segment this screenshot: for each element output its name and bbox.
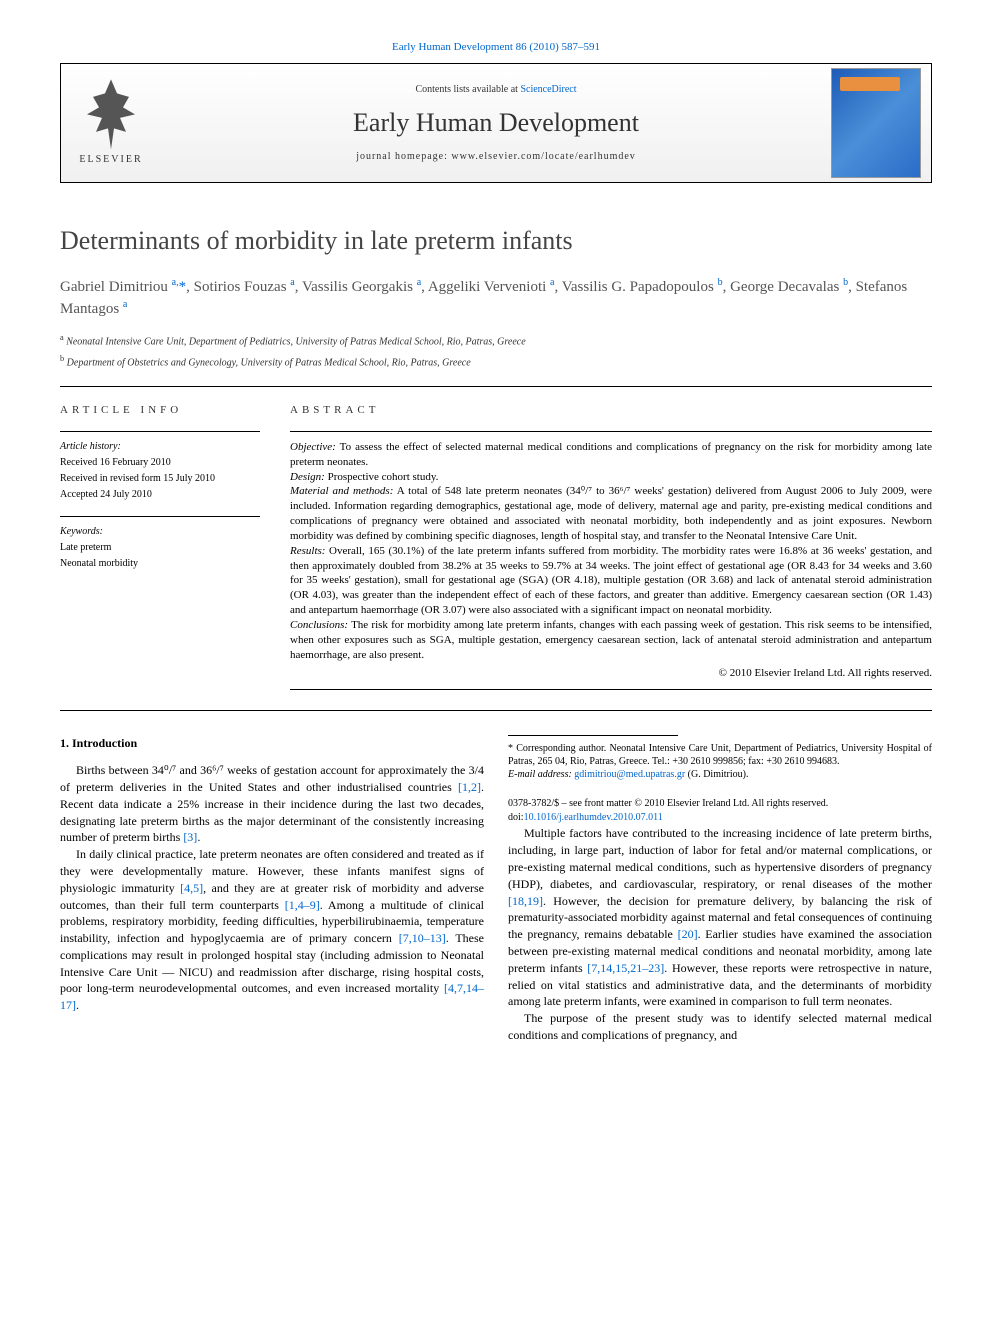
- ref-link-7-10-13[interactable]: [7,10–13]: [399, 931, 446, 945]
- intro-para-2: In daily clinical practice, late preterm…: [60, 846, 484, 1014]
- email-footnote: E-mail address: gdimitriou@med.upatras.g…: [508, 768, 932, 781]
- homepage-prefix: journal homepage:: [356, 151, 451, 162]
- conclusions-label: Conclusions:: [290, 619, 348, 631]
- elsevier-tree-icon: [81, 79, 141, 149]
- keywords-label: Keywords:: [60, 525, 260, 539]
- ref-link-1-2[interactable]: [1,2]: [458, 780, 481, 794]
- publisher-name: ELSEVIER: [79, 153, 142, 167]
- affiliation-a: a Neonatal Intensive Care Unit, Departme…: [60, 332, 932, 349]
- ref-link-7-14-15-21-23[interactable]: [7,14,15,21–23]: [587, 961, 664, 975]
- ref-link-18-19[interactable]: [18,19]: [508, 894, 543, 908]
- conclusions-text: The risk for morbidity among late preter…: [290, 619, 932, 661]
- ref-link-20[interactable]: [20]: [678, 927, 698, 941]
- footnote-separator: [508, 735, 678, 736]
- journal-header-box: ELSEVIER Contents lists available at Sci…: [60, 63, 932, 183]
- article-info-column: ARTICLE INFO Article history: Received 1…: [60, 403, 260, 690]
- results-label: Results:: [290, 545, 325, 557]
- separator-mid: [60, 710, 932, 711]
- info-sep-2: [60, 516, 260, 517]
- body-text: 1. Introduction Births between 34⁰/⁷ and…: [60, 735, 932, 1043]
- email-link[interactable]: gdimitriou@med.upatras.gr: [574, 769, 685, 780]
- journal-cover-thumbnail: [831, 68, 921, 178]
- design-text: Prospective cohort study.: [325, 471, 439, 483]
- info-sep: [60, 431, 260, 432]
- abstract-sep: [290, 431, 932, 432]
- objective-text: To assess the effect of selected materna…: [290, 441, 932, 468]
- article-title: Determinants of morbidity in late preter…: [60, 223, 932, 259]
- mm-label: Material and methods:: [290, 485, 393, 497]
- keyword-1: Late preterm: [60, 541, 260, 555]
- doi-prefix: doi:: [508, 812, 524, 823]
- journal-name: Early Human Development: [161, 105, 831, 141]
- ref-link-3[interactable]: [3]: [183, 830, 197, 844]
- objective-label: Objective:: [290, 441, 336, 453]
- abstract-body: Objective: To assess the effect of selec…: [290, 440, 932, 682]
- elsevier-logo: ELSEVIER: [61, 63, 161, 183]
- contents-available-line: Contents lists available at ScienceDirec…: [161, 83, 831, 97]
- homepage-url: www.elsevier.com/locate/earlhumdev: [451, 151, 635, 162]
- design-label: Design:: [290, 471, 325, 483]
- separator-top: [60, 386, 932, 387]
- history-label: Article history:: [60, 440, 260, 454]
- bottom-meta: 0378-3782/$ – see front matter © 2010 El…: [508, 797, 932, 825]
- intro-para-4: The purpose of the present study was to …: [508, 1010, 932, 1044]
- intro-para-1: Births between 34⁰/⁷ and 36⁶/⁷ weeks of …: [60, 762, 484, 846]
- copyright-line: © 2010 Elsevier Ireland Ltd. All rights …: [290, 666, 932, 681]
- journal-homepage-line: journal homepage: www.elsevier.com/locat…: [161, 150, 831, 164]
- issn-line: 0378-3782/$ – see front matter © 2010 El…: [508, 797, 932, 811]
- sciencedirect-link[interactable]: ScienceDirect: [520, 84, 576, 95]
- author-list: Gabriel Dimitriou a,*, Sotirios Fouzas a…: [60, 276, 932, 320]
- citation-header[interactable]: Early Human Development 86 (2010) 587–59…: [60, 40, 932, 55]
- keyword-2: Neonatal morbidity: [60, 557, 260, 571]
- section-1-heading: 1. Introduction: [60, 735, 484, 752]
- abstract-column: ABSTRACT Objective: To assess the effect…: [290, 403, 932, 690]
- received-date: Received 16 February 2010: [60, 456, 260, 470]
- abstract-heading: ABSTRACT: [290, 403, 932, 418]
- intro-para-3: Multiple factors have contributed to the…: [508, 825, 932, 1010]
- doi-link[interactable]: 10.1016/j.earlhumdev.2010.07.011: [524, 812, 663, 823]
- results-text: Overall, 165 (30.1%) of the late preterm…: [290, 545, 932, 616]
- corresponding-author-footnote: * Corresponding author. Neonatal Intensi…: [508, 742, 932, 768]
- ref-link-1-4-9[interactable]: [1,4–9]: [285, 898, 320, 912]
- contents-prefix: Contents lists available at: [415, 84, 520, 95]
- abstract-sep-bottom: [290, 689, 932, 690]
- affiliation-b: b Department of Obstetrics and Gynecolog…: [60, 353, 932, 370]
- ref-link-4-5[interactable]: [4,5]: [180, 881, 203, 895]
- header-center: Contents lists available at ScienceDirec…: [161, 83, 831, 163]
- article-info-heading: ARTICLE INFO: [60, 403, 260, 418]
- accepted-date: Accepted 24 July 2010: [60, 488, 260, 502]
- revised-date: Received in revised form 15 July 2010: [60, 472, 260, 486]
